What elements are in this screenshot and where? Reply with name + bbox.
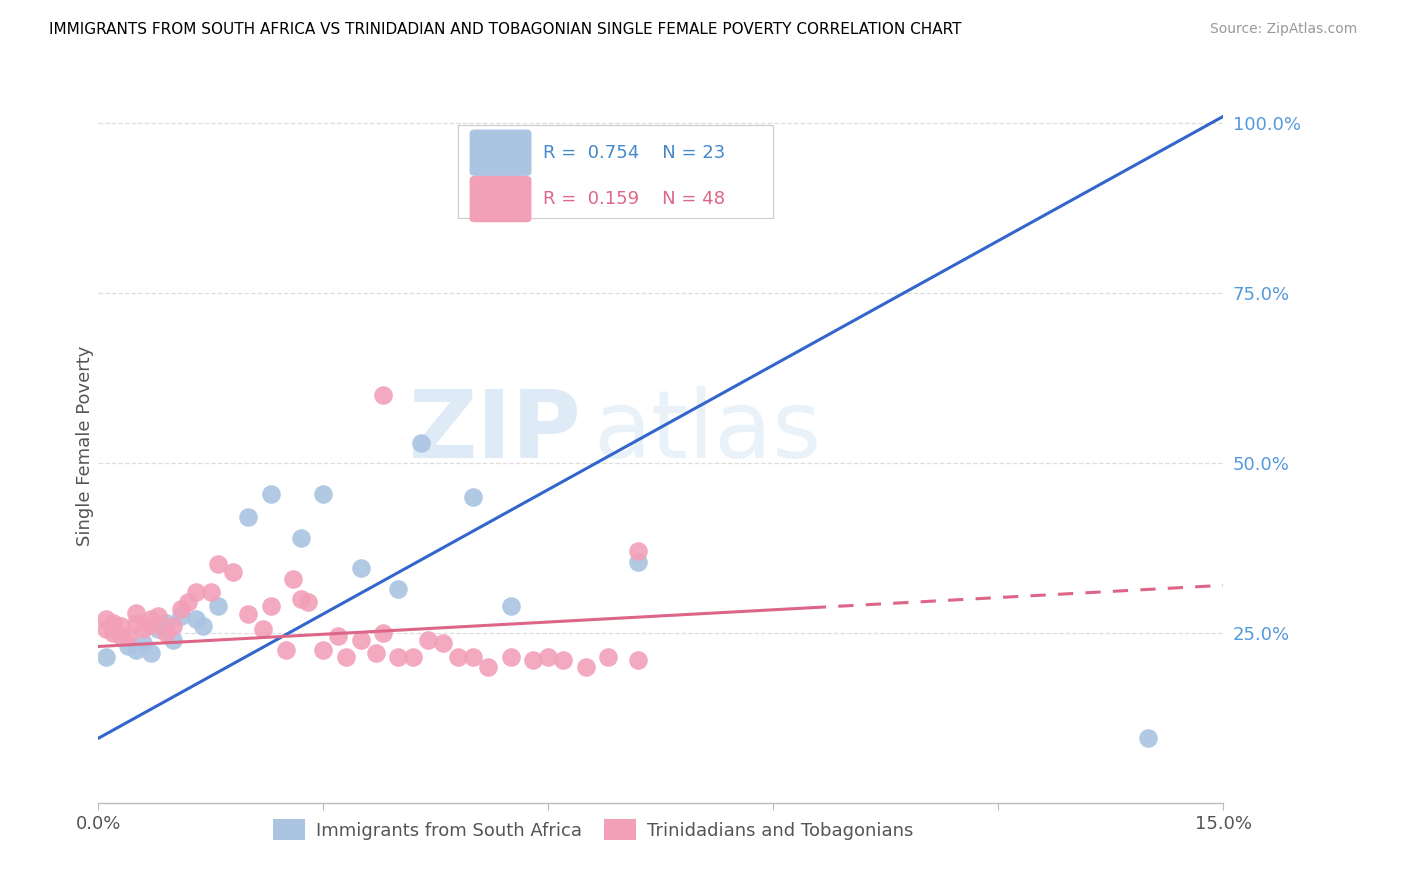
Point — [418, 632, 440, 647]
Point — [627, 653, 650, 667]
Point — [553, 653, 575, 667]
Point — [207, 599, 229, 613]
Point — [177, 595, 200, 609]
Point — [94, 612, 117, 626]
Point — [447, 649, 470, 664]
Point — [132, 623, 155, 637]
FancyBboxPatch shape — [470, 129, 531, 176]
Point — [170, 608, 193, 623]
Point — [94, 623, 117, 637]
Point — [139, 612, 162, 626]
Point — [117, 640, 139, 654]
Point — [184, 585, 207, 599]
Point — [252, 623, 274, 637]
Point — [125, 615, 148, 630]
Point — [364, 646, 387, 660]
Point — [125, 606, 148, 620]
Point — [193, 619, 215, 633]
Point — [463, 649, 485, 664]
Point — [575, 660, 598, 674]
Text: atlas: atlas — [593, 385, 821, 478]
Point — [125, 643, 148, 657]
Point — [162, 619, 184, 633]
Point — [328, 629, 350, 643]
Point — [103, 615, 125, 630]
Point — [155, 626, 177, 640]
Point — [477, 660, 499, 674]
Point — [238, 607, 260, 621]
Point — [184, 612, 207, 626]
Point — [103, 626, 125, 640]
Point — [537, 649, 560, 664]
Y-axis label: Single Female Poverty: Single Female Poverty — [76, 346, 94, 546]
Point — [373, 388, 395, 402]
Point — [627, 544, 650, 558]
Point — [350, 632, 373, 647]
Point — [290, 591, 312, 606]
Point — [260, 486, 283, 500]
Point — [598, 649, 620, 664]
Point — [283, 572, 305, 586]
Point — [110, 619, 132, 633]
Point — [207, 557, 229, 571]
Point — [409, 435, 432, 450]
Text: IMMIGRANTS FROM SOUTH AFRICA VS TRINIDADIAN AND TOBAGONIAN SINGLE FEMALE POVERTY: IMMIGRANTS FROM SOUTH AFRICA VS TRINIDAD… — [49, 22, 962, 37]
Point — [402, 649, 425, 664]
Point — [499, 599, 522, 613]
Point — [290, 531, 312, 545]
Text: ZIP: ZIP — [409, 385, 582, 478]
Point — [747, 136, 769, 151]
Point — [148, 608, 170, 623]
Point — [432, 636, 454, 650]
Point — [312, 486, 335, 500]
Point — [155, 615, 177, 630]
Point — [627, 555, 650, 569]
Point — [162, 632, 184, 647]
Point — [499, 649, 522, 664]
Point — [522, 653, 544, 667]
FancyBboxPatch shape — [470, 176, 531, 222]
Legend: Immigrants from South Africa, Trinidadians and Tobagonians: Immigrants from South Africa, Trinidadia… — [266, 812, 921, 847]
Point — [350, 561, 373, 575]
Point — [1137, 731, 1160, 746]
Point — [463, 490, 485, 504]
Point — [260, 599, 283, 613]
Text: R =  0.159    N = 48: R = 0.159 N = 48 — [543, 190, 724, 208]
Point — [335, 649, 357, 664]
Point — [139, 617, 162, 632]
Point — [373, 626, 395, 640]
Point — [148, 623, 170, 637]
Point — [200, 585, 222, 599]
Point — [387, 582, 409, 596]
Text: R =  0.754    N = 23: R = 0.754 N = 23 — [543, 144, 725, 161]
Point — [94, 649, 117, 664]
Point — [387, 649, 409, 664]
Point — [297, 595, 319, 609]
Point — [139, 646, 162, 660]
Point — [110, 629, 132, 643]
Text: Source: ZipAtlas.com: Source: ZipAtlas.com — [1209, 22, 1357, 37]
Point — [238, 510, 260, 524]
Point — [132, 636, 155, 650]
Point — [312, 643, 335, 657]
Point — [222, 565, 245, 579]
Point — [274, 643, 297, 657]
Point — [117, 629, 139, 643]
FancyBboxPatch shape — [458, 125, 773, 218]
Point — [170, 602, 193, 616]
